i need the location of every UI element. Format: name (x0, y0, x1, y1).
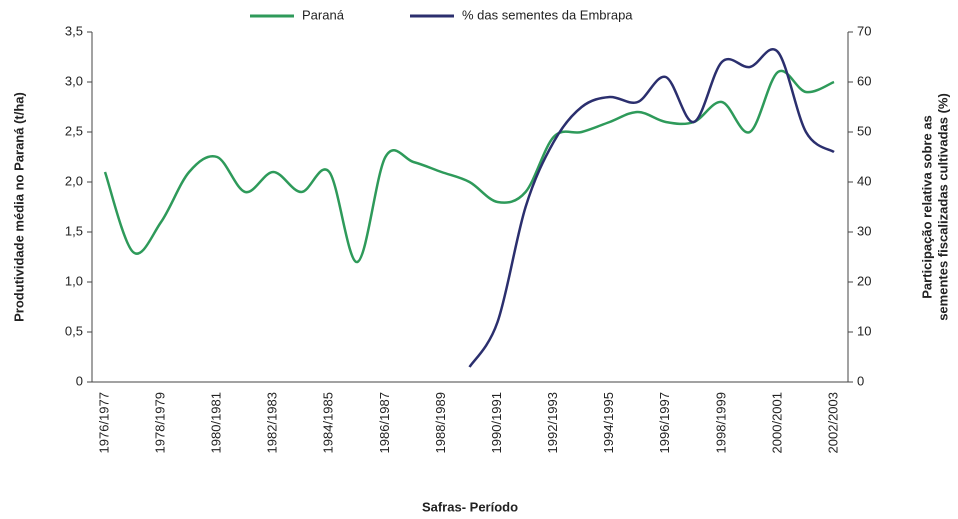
y2-tick-label: 20 (857, 273, 871, 288)
x-tick-label: 1982/1983 (265, 392, 280, 453)
x-tick-label: 1998/1999 (713, 392, 728, 453)
x-axis-title: Safras- Período (422, 499, 518, 514)
legend-label: % das sementes da Embrapa (462, 7, 633, 22)
y-tick-label: 0 (76, 373, 83, 388)
x-tick-label: 1978/1979 (153, 392, 168, 453)
y-tick-label: 1,0 (65, 273, 83, 288)
y2-tick-label: 10 (857, 323, 871, 338)
y-axis-title: Produtividade média no Paraná (t/ha) (11, 92, 26, 322)
y2-tick-label: 70 (857, 23, 871, 38)
y-tick-label: 0,5 (65, 323, 83, 338)
line-series (468, 48, 835, 368)
y-tick-label: 2,5 (65, 123, 83, 138)
x-tick-label: 2000/2001 (769, 392, 784, 453)
y-tick-label: 3,0 (65, 73, 83, 88)
x-tick-label: 1986/1987 (377, 392, 392, 453)
x-tick-label: 1994/1995 (601, 392, 616, 453)
y2-tick-label: 40 (857, 173, 871, 188)
y2-tick-label: 0 (857, 373, 864, 388)
x-tick-label: 1992/1993 (545, 392, 560, 453)
y2-tick-label: 60 (857, 73, 871, 88)
x-tick-label: 1980/1981 (209, 392, 224, 453)
x-tick-label: 2002/2003 (825, 392, 840, 453)
x-tick-label: 1976/1977 (96, 392, 111, 453)
line-series (103, 69, 835, 264)
y2-tick-label: 50 (857, 123, 871, 138)
y2-tick-label: 30 (857, 223, 871, 238)
y-tick-label: 3,5 (65, 23, 83, 38)
y-tick-label: 1,5 (65, 223, 83, 238)
x-tick-label: 1984/1985 (321, 392, 336, 453)
legend-label: Paraná (302, 7, 345, 22)
x-tick-label: 1988/1989 (433, 392, 448, 453)
y-tick-label: 2,0 (65, 173, 83, 188)
y2-axis-title: sementes fiscalizadas cultivadas (%) (935, 93, 950, 321)
y2-axis-title: Participação relativa sobre as (919, 115, 934, 299)
x-tick-label: 1990/1991 (489, 392, 504, 453)
x-tick-label: 1996/1997 (657, 392, 672, 453)
